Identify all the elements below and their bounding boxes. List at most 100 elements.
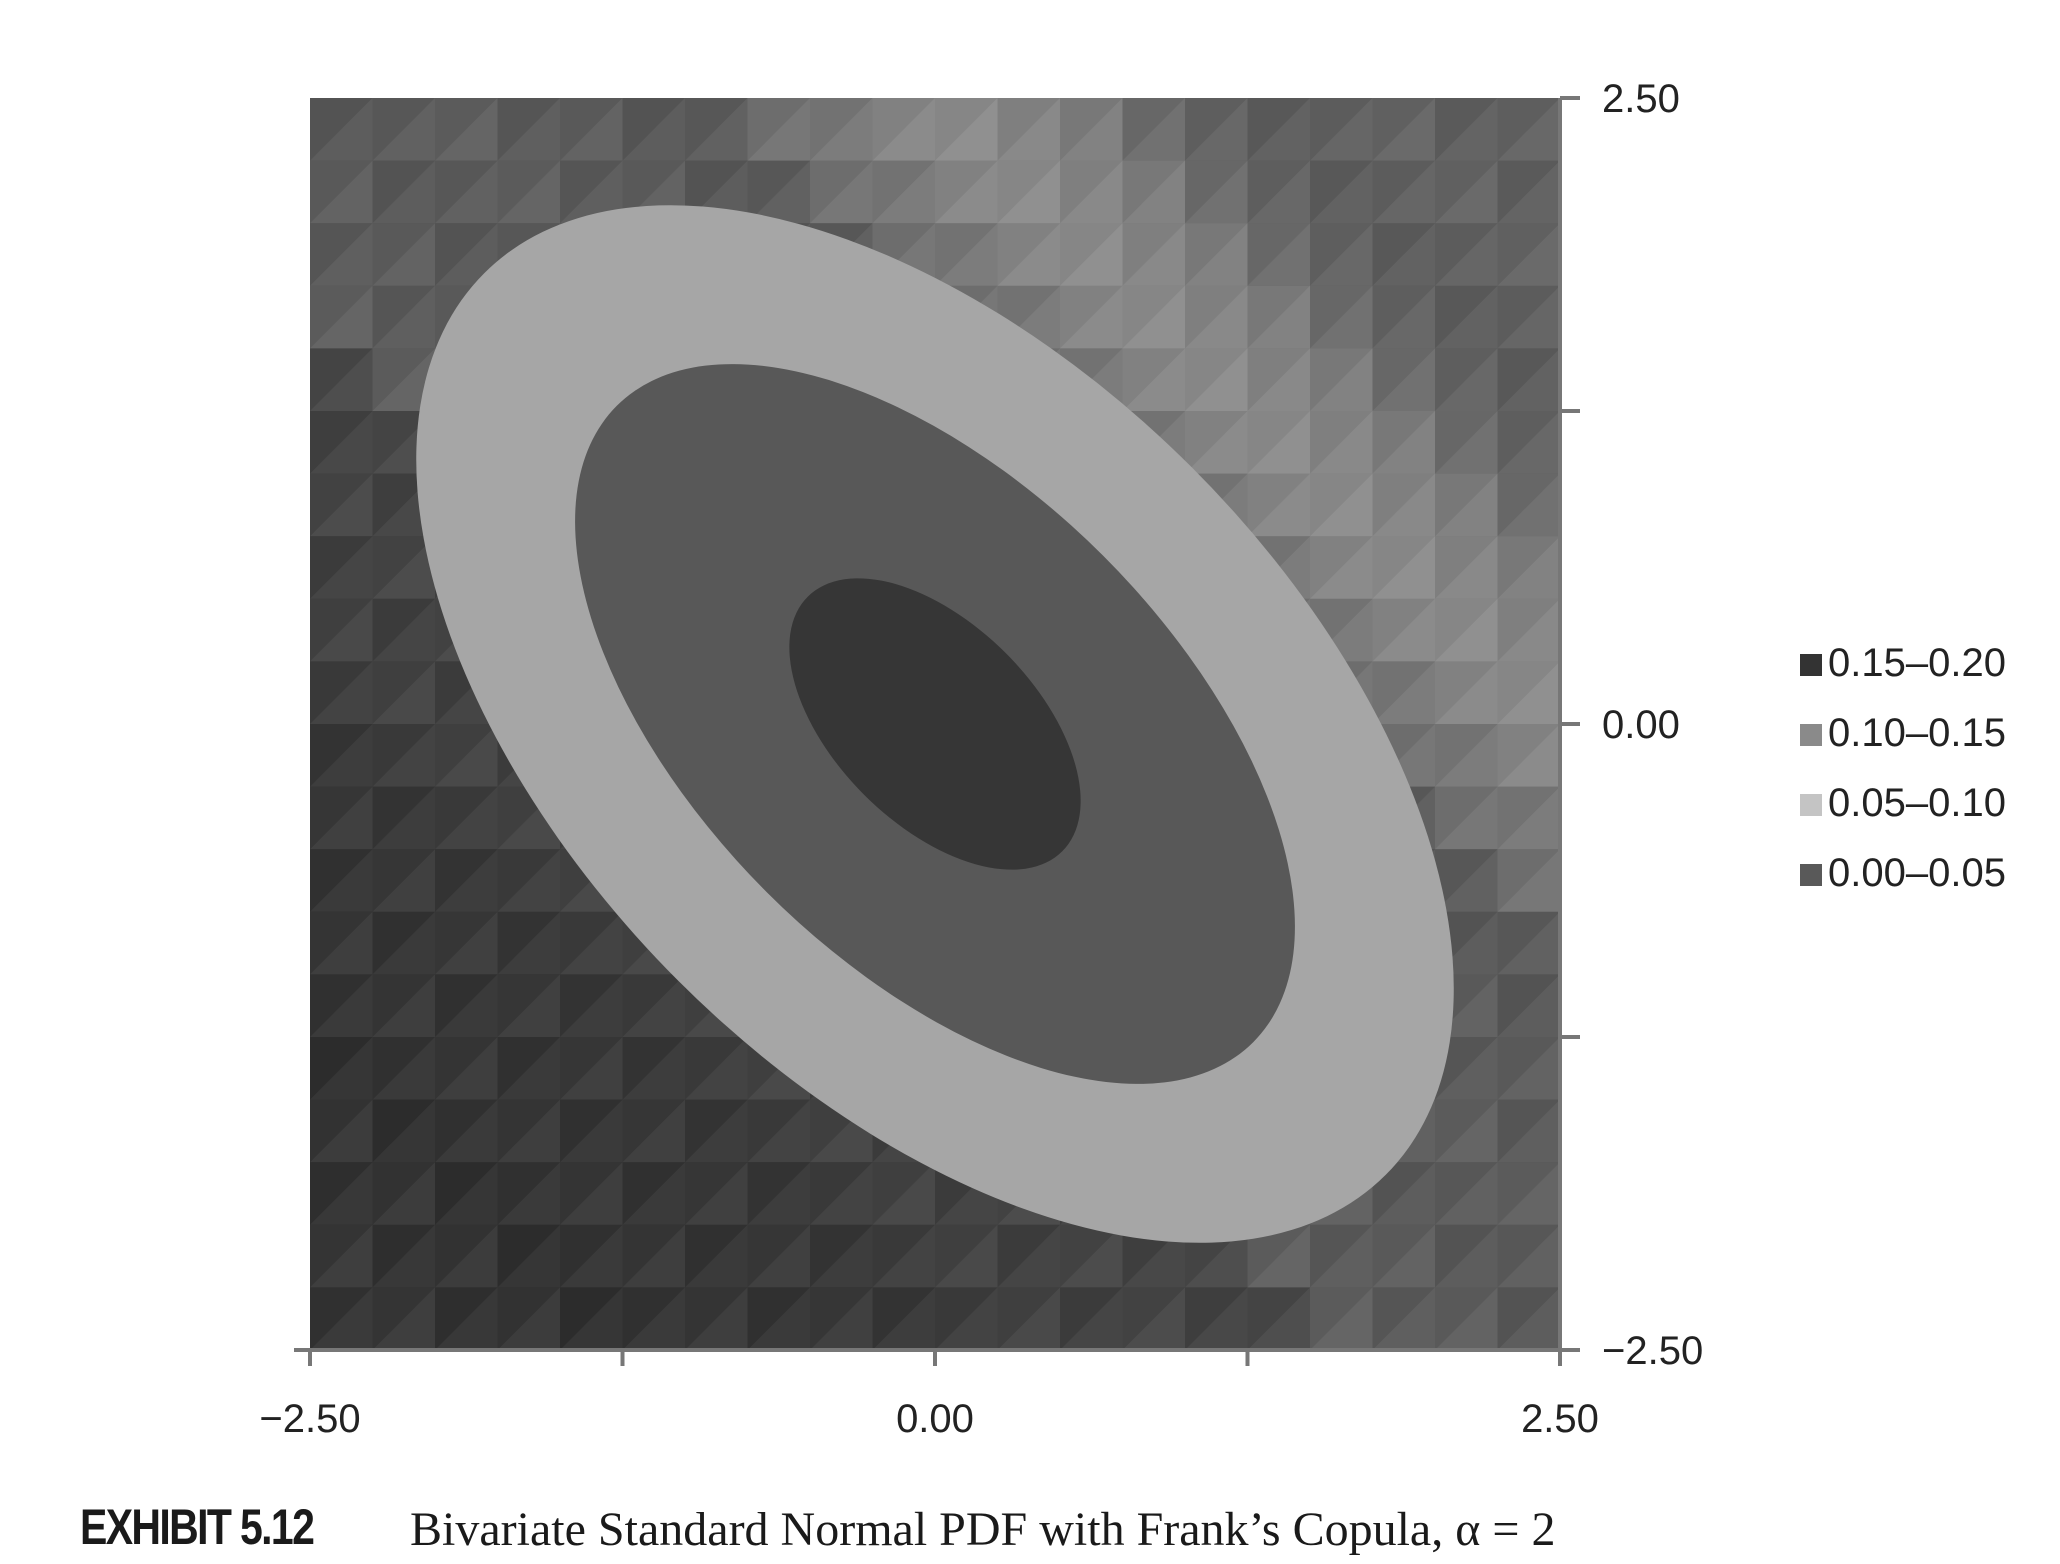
surface-facet: [372, 974, 435, 1037]
surface-facet: [1435, 661, 1498, 724]
surface-facet: [1185, 1287, 1248, 1350]
surface-facet: [372, 1162, 435, 1225]
surface-facet: [1435, 724, 1498, 787]
surface-facet: [747, 1162, 810, 1225]
surface-facet: [1247, 1287, 1310, 1350]
surface-facet: [497, 1287, 560, 1350]
surface-facet: [1247, 160, 1310, 224]
surface-facet: [685, 1224, 748, 1288]
surface-facet: [1185, 160, 1248, 224]
surface-facet: [997, 1287, 1060, 1350]
surface-facet: [1497, 348, 1560, 411]
legend-label: 0.15–0.20: [1828, 641, 2006, 685]
surface-facet: [1435, 1099, 1498, 1163]
surface-facet: [935, 1224, 998, 1288]
surface-facet: [1435, 1224, 1498, 1288]
surface-facet: [310, 1224, 373, 1288]
surface-facet: [622, 1224, 685, 1288]
surface-facet: [1372, 348, 1435, 411]
surface-facet: [1497, 661, 1560, 724]
surface-facet: [1497, 1099, 1560, 1163]
surface-facet: [622, 1162, 685, 1225]
surface-facet: [1372, 598, 1435, 662]
y-tick-label: 2.50: [1602, 77, 1680, 121]
surface-facet: [372, 348, 435, 411]
surface-facet: [1185, 98, 1248, 161]
surface-facet: [1372, 223, 1435, 286]
surface-facet: [1497, 285, 1560, 349]
surface-facet: [560, 911, 623, 975]
surface-facet: [435, 223, 498, 286]
surface-facet: [1497, 598, 1560, 662]
surface-facet: [560, 98, 623, 161]
surface-facet: [372, 724, 435, 787]
surface-facet: [685, 98, 748, 161]
surface-facet: [497, 1099, 560, 1163]
surface-facet: [872, 1224, 935, 1288]
surface-facet: [1310, 1224, 1373, 1288]
surface-facet: [1310, 223, 1373, 286]
contour-core: [789, 578, 1081, 870]
surface-facet: [372, 223, 435, 286]
surface-facet: [1247, 473, 1310, 537]
surface-facet: [310, 724, 373, 787]
surface-facet: [810, 1287, 873, 1350]
surface-facet: [1372, 473, 1435, 537]
surface-facet: [872, 98, 935, 161]
surface-facet: [1247, 411, 1310, 474]
surface-facet: [435, 1162, 498, 1225]
surface-facet: [1310, 348, 1373, 411]
surface-facet: [1497, 223, 1560, 286]
surface-facet: [685, 1287, 748, 1350]
surface-facet: [310, 1099, 373, 1163]
surface-facet: [372, 536, 435, 599]
surface-facet: [1310, 411, 1373, 474]
surface-facet: [1060, 1287, 1123, 1350]
surface-facet: [1497, 536, 1560, 599]
surface-facet: [1310, 598, 1373, 662]
surface-facet: [310, 1037, 373, 1100]
surface-facet: [1435, 786, 1498, 850]
plot-area: [310, 98, 1560, 1350]
surface-facet: [1497, 849, 1560, 912]
surface-facet: [1372, 1224, 1435, 1288]
surface-facet: [372, 1224, 435, 1288]
surface-facet: [1435, 223, 1498, 286]
surface-facet: [497, 160, 560, 224]
surface-facet: [435, 1099, 498, 1163]
surface-facet: [497, 911, 560, 975]
surface-facet: [1435, 348, 1498, 411]
surface-facet: [1497, 1224, 1560, 1288]
surface-facet: [1122, 223, 1185, 286]
surface-facet: [997, 160, 1060, 224]
surface-facet: [622, 1099, 685, 1163]
surface-facet: [310, 598, 373, 662]
surface-facet: [810, 1224, 873, 1288]
surface-facet: [372, 786, 435, 850]
surface-facet: [1310, 98, 1373, 161]
surface-facet: [372, 1037, 435, 1100]
surface-facet: [1247, 1224, 1310, 1288]
surface-facet: [310, 849, 373, 912]
surface-facet: [1435, 473, 1498, 537]
legend-swatch: [1800, 724, 1822, 746]
surface-facet: [560, 1162, 623, 1225]
surface-facet: [1435, 98, 1498, 161]
surface-facet: [310, 160, 373, 224]
y-tick-label: −2.50: [1602, 1329, 1703, 1373]
surface-facet: [622, 974, 685, 1037]
surface-facet: [1497, 974, 1560, 1037]
surface-facet: [997, 223, 1060, 286]
surface-facet: [747, 160, 810, 224]
surface-facet: [310, 661, 373, 724]
surface-facet: [1435, 160, 1498, 224]
x-tick-label: 0.00: [896, 1397, 974, 1441]
axes: −2.50 0.00 2.50 2.50 0.00 −2.50: [259, 77, 1703, 1441]
surface-facet: [372, 1099, 435, 1163]
surface-facet: [1372, 1162, 1435, 1225]
surface-facet: [1310, 1287, 1373, 1350]
surface-facet: [310, 786, 373, 850]
surface-facet: [372, 1287, 435, 1350]
surface-facet: [810, 1162, 873, 1225]
